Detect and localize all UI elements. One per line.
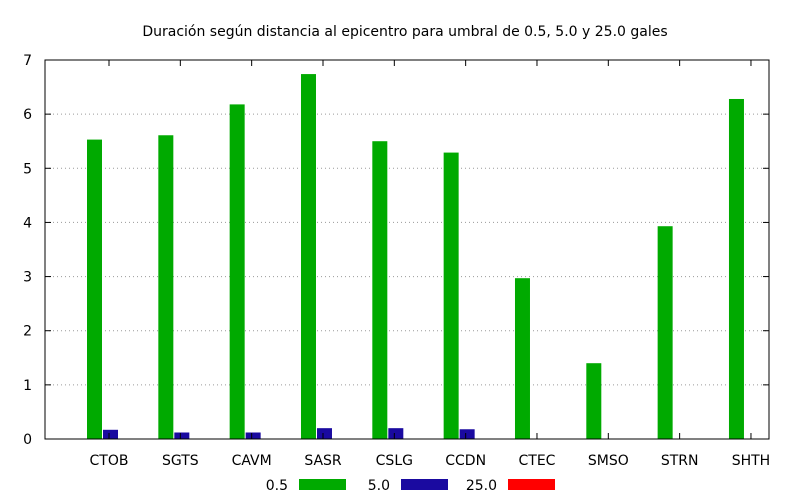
x-tick-label: CTOB <box>90 453 129 469</box>
y-tick-label: 6 <box>23 107 32 123</box>
y-tick-label: 1 <box>23 378 32 394</box>
y-tick-label: 2 <box>23 324 32 340</box>
bar-strn-s0 <box>657 226 673 439</box>
x-tick-label: SGTS <box>162 453 199 469</box>
bar-sgts-s1 <box>174 432 190 439</box>
bar-ctob-s0 <box>87 139 102 439</box>
y-tick-label: 0 <box>23 432 32 448</box>
y-axis: 0 1 2 3 4 5 6 7 <box>23 53 769 448</box>
y-tick-label: 7 <box>23 53 32 69</box>
x-tick-label: SHTH <box>732 453 771 469</box>
chart-title: Duración según distancia al epicentro pa… <box>142 24 667 40</box>
legend-swatch <box>508 479 555 490</box>
bar-cslg-s1 <box>388 428 404 439</box>
bar-sasr-s0 <box>300 74 316 439</box>
bar-sgts-s0 <box>158 135 174 439</box>
bar-shth-s0 <box>728 98 744 440</box>
bar-cavm-s0 <box>229 104 245 439</box>
bar-sasr-s1 <box>316 428 332 439</box>
x-tick-label: CAVM <box>232 453 272 469</box>
x-tick-label: CSLG <box>376 453 413 469</box>
legend: 0.5 5.0 25.0 <box>266 478 555 494</box>
x-tick-label: CTEC <box>519 453 556 469</box>
bar-smso-s0 <box>586 363 602 439</box>
bar-ccdn-s1 <box>459 429 475 439</box>
x-tick-label: SASR <box>304 453 342 469</box>
legend-label: 0.5 <box>266 478 288 494</box>
bar-cavm-s1 <box>245 432 261 439</box>
bar-cslg-s0 <box>372 141 388 439</box>
x-tick-label: SMSO <box>588 453 629 469</box>
bar-ccdn-s0 <box>443 152 459 439</box>
y-tick-label: 5 <box>23 161 32 177</box>
x-tick-label: STRN <box>661 453 699 469</box>
plot-frame <box>44 59 770 440</box>
x-axis: CTOB SGTS CAVM SASR CSLG CCDN CTEC SMSO STRN SHTH <box>90 60 771 469</box>
y-tick-label: 3 <box>23 270 32 286</box>
legend-label: 25.0 <box>466 478 497 494</box>
legend-swatch <box>401 479 448 490</box>
bar-ctec-s0 <box>514 278 530 439</box>
legend-label: 5.0 <box>368 478 390 494</box>
y-tick-label: 4 <box>23 215 32 231</box>
bar-ctob-s1 <box>103 429 118 439</box>
legend-swatch <box>299 479 346 490</box>
x-tick-label: CCDN <box>445 453 486 469</box>
bars <box>87 74 744 440</box>
